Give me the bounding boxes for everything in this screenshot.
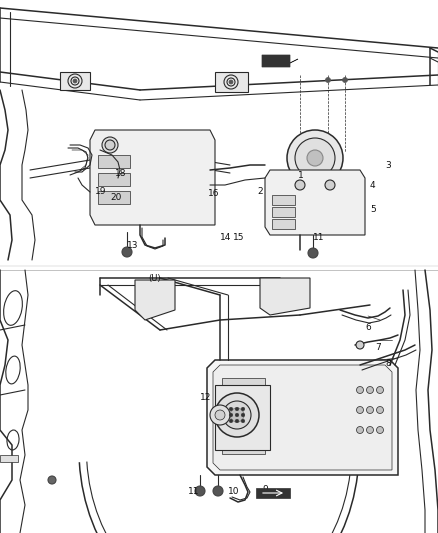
Circle shape xyxy=(356,341,364,349)
Circle shape xyxy=(377,407,384,414)
Circle shape xyxy=(229,413,233,417)
Polygon shape xyxy=(265,170,365,235)
Circle shape xyxy=(367,426,374,433)
Text: 11: 11 xyxy=(188,488,199,497)
Text: 7: 7 xyxy=(375,343,381,351)
Circle shape xyxy=(308,248,318,258)
Circle shape xyxy=(48,476,56,484)
Circle shape xyxy=(241,419,245,423)
Polygon shape xyxy=(98,191,130,204)
Circle shape xyxy=(229,407,233,411)
Text: 20: 20 xyxy=(110,193,121,203)
Polygon shape xyxy=(222,378,265,394)
Polygon shape xyxy=(262,55,298,67)
Polygon shape xyxy=(272,219,295,229)
Polygon shape xyxy=(98,173,130,186)
Text: 10: 10 xyxy=(228,488,240,497)
Circle shape xyxy=(241,413,245,417)
Text: 11: 11 xyxy=(313,232,325,241)
Circle shape xyxy=(343,77,347,83)
Circle shape xyxy=(210,405,230,425)
Circle shape xyxy=(325,180,335,190)
Circle shape xyxy=(73,79,77,83)
Circle shape xyxy=(287,130,343,186)
Circle shape xyxy=(357,426,364,433)
Text: 12: 12 xyxy=(200,393,212,402)
Circle shape xyxy=(71,77,79,85)
Circle shape xyxy=(357,386,364,393)
Polygon shape xyxy=(90,130,215,225)
Circle shape xyxy=(227,78,235,86)
Circle shape xyxy=(307,150,323,166)
Circle shape xyxy=(235,419,239,423)
Circle shape xyxy=(295,180,305,190)
Circle shape xyxy=(377,386,384,393)
Polygon shape xyxy=(135,280,175,320)
Circle shape xyxy=(105,140,115,150)
Polygon shape xyxy=(256,488,290,498)
Circle shape xyxy=(367,386,374,393)
Circle shape xyxy=(213,486,223,496)
Polygon shape xyxy=(98,155,130,168)
Circle shape xyxy=(68,74,82,88)
Polygon shape xyxy=(260,278,310,315)
Circle shape xyxy=(224,75,238,89)
Text: 16: 16 xyxy=(208,189,219,198)
Text: 1: 1 xyxy=(298,171,304,180)
Text: 4: 4 xyxy=(370,181,376,190)
Circle shape xyxy=(230,408,244,422)
Circle shape xyxy=(295,138,335,178)
Circle shape xyxy=(215,410,225,420)
Circle shape xyxy=(241,407,245,411)
Text: 2: 2 xyxy=(257,188,263,197)
Circle shape xyxy=(215,393,259,437)
Text: 5: 5 xyxy=(370,206,376,214)
Circle shape xyxy=(357,407,364,414)
Circle shape xyxy=(377,426,384,433)
Circle shape xyxy=(325,77,331,83)
Circle shape xyxy=(223,401,251,429)
Polygon shape xyxy=(215,385,270,450)
Polygon shape xyxy=(222,418,265,434)
Text: 9: 9 xyxy=(262,486,268,495)
Circle shape xyxy=(195,486,205,496)
Circle shape xyxy=(229,80,233,84)
Polygon shape xyxy=(215,72,248,92)
Text: 18: 18 xyxy=(115,168,127,177)
Circle shape xyxy=(235,407,239,411)
Polygon shape xyxy=(222,398,265,414)
Text: 8: 8 xyxy=(385,359,391,367)
Text: 6: 6 xyxy=(365,322,371,332)
Polygon shape xyxy=(272,195,295,205)
Polygon shape xyxy=(213,365,392,470)
Circle shape xyxy=(229,419,233,423)
Polygon shape xyxy=(60,72,90,90)
Text: 3: 3 xyxy=(385,160,391,169)
Text: (U): (U) xyxy=(148,273,161,282)
Circle shape xyxy=(235,413,239,417)
Circle shape xyxy=(102,137,118,153)
Text: 14: 14 xyxy=(220,233,231,243)
Text: 19: 19 xyxy=(95,188,106,197)
Text: 13: 13 xyxy=(127,240,138,249)
Polygon shape xyxy=(207,360,398,475)
Text: 15: 15 xyxy=(233,233,244,243)
Circle shape xyxy=(367,407,374,414)
Polygon shape xyxy=(272,207,295,217)
Polygon shape xyxy=(222,438,265,454)
Polygon shape xyxy=(0,455,18,462)
Circle shape xyxy=(122,247,132,257)
